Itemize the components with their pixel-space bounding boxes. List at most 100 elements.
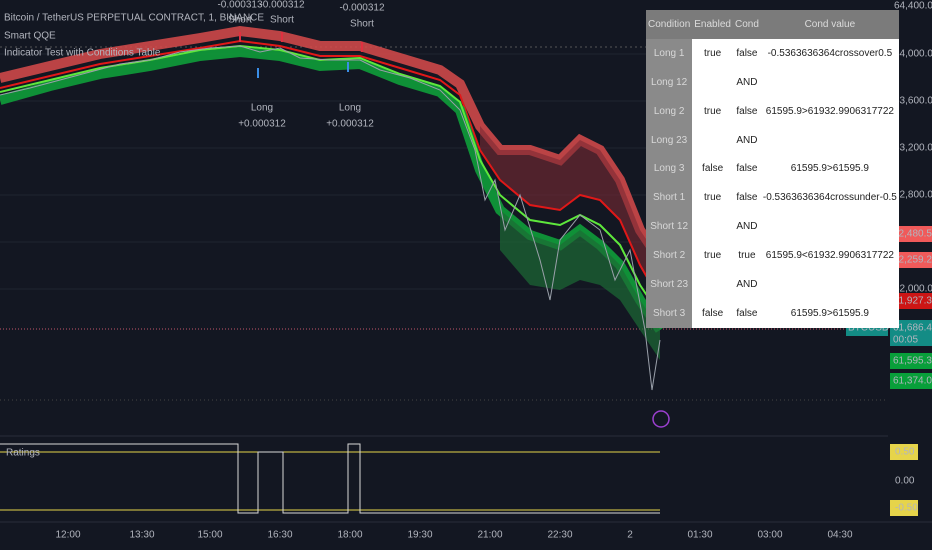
table-row: Short 12 AND: [646, 212, 899, 242]
mid-line: [0, 44, 661, 316]
lower-fill: [500, 210, 660, 360]
time-label: 18:00: [337, 530, 362, 541]
ratings-label: -0.50: [895, 503, 918, 514]
time-label: 2: [627, 530, 633, 541]
cell: Short 2: [646, 241, 693, 271]
cell: 61595.9>61932.9906317722: [760, 96, 899, 126]
cell: 61595.9<61932.9906317722: [760, 241, 899, 271]
cell: AND: [732, 270, 761, 299]
cell: true: [692, 96, 733, 126]
cell: -0.5363636364crossunder-0.5: [760, 183, 899, 213]
annotation: -0.000313: [217, 0, 262, 11]
time-label: 15:00: [197, 530, 222, 541]
time-label: 03:00: [757, 530, 782, 541]
price-tag-label: 61,595.3: [893, 356, 932, 367]
conditions-table: Condition Enabled Cond Cond value Long 1 true…: [646, 10, 899, 328]
cell: [692, 270, 733, 299]
cell: Long 1: [646, 38, 693, 68]
ratings-line: [0, 443, 660, 514]
cell: true: [692, 183, 733, 213]
cell: AND: [732, 125, 761, 155]
header-cell: Enabled: [692, 10, 733, 39]
ratings-label: 0.00: [895, 476, 915, 487]
table-header: Condition Enabled Cond Cond value: [646, 10, 899, 39]
cell: false: [732, 96, 761, 126]
table-row: Long 2 true false 61595.9>61932.9906317722: [646, 96, 899, 126]
cell: [760, 67, 899, 97]
time-label: 13:30: [129, 530, 154, 541]
cell: -0.5363636364crossover0.5: [760, 38, 899, 68]
time-label: 22:30: [547, 530, 572, 541]
time-label: 16:30: [267, 530, 292, 541]
upper-fill: [480, 126, 660, 300]
annotation: Short: [228, 15, 252, 26]
annotation: Long: [251, 103, 273, 114]
cell: [692, 125, 733, 155]
cell: true: [732, 241, 761, 271]
cell: Short 1: [646, 183, 693, 213]
price-label: 63,600.0: [894, 96, 932, 107]
indicator-name: Indicator Test with Conditions Table: [4, 48, 161, 59]
annotation: +0.000312: [238, 119, 286, 130]
table-row: Long 1 true false -0.5363636364crossover0.5: [646, 38, 899, 68]
header-cell: Cond: [732, 10, 761, 39]
ratings-label: 0.50: [895, 447, 915, 458]
annotation: -0.000312: [259, 0, 304, 11]
annotation: Short: [350, 19, 374, 30]
time-label: 12:00: [55, 530, 80, 541]
cell: [692, 212, 733, 242]
table-row: Short 2 true true 61595.9<61932.9906317722: [646, 241, 899, 271]
cell: Long 3: [646, 154, 693, 184]
cell: Long 12: [646, 67, 693, 97]
price-label: 64,000.0: [894, 49, 932, 60]
cell: Short 23: [646, 270, 693, 299]
cell: AND: [732, 212, 761, 242]
price-tag: [890, 373, 932, 389]
cell: false: [692, 154, 733, 184]
symbol-tag-label: BTCUSDT.P: [848, 323, 904, 334]
time-label: 19:30: [407, 530, 432, 541]
price-tag-label: 61,927.3: [893, 296, 932, 307]
table-row: Short 23 AND: [646, 270, 899, 299]
ratings-tag: [890, 444, 918, 460]
cell: [760, 125, 899, 155]
cell: false: [692, 298, 733, 328]
table-row: Long 12 AND: [646, 67, 899, 97]
upper-line: [0, 39, 661, 301]
table-row: Short 1 true false -0.5363636364crossunder-…: [646, 183, 899, 213]
price-tag: [890, 252, 932, 268]
header-cell: Condition: [646, 10, 693, 39]
price-tag-label: 61,374.0: [893, 376, 932, 387]
markers: [239, 32, 363, 78]
time-label: 01:30: [687, 530, 712, 541]
cell: AND: [732, 67, 761, 97]
time-label: 04:30: [827, 530, 852, 541]
table-row: Short 3 false false 61595.9>61595.9: [646, 298, 899, 328]
price-label: 64,400.0: [894, 1, 932, 12]
time-label: 21:00: [477, 530, 502, 541]
cell: [760, 212, 899, 242]
price-label: 62,800.0: [894, 190, 932, 201]
cell: [760, 270, 899, 299]
last-price: 61,686.4: [893, 323, 932, 334]
header-cell: Cond value: [760, 10, 899, 39]
cell: Long 23: [646, 125, 693, 155]
cell: Long 2: [646, 96, 693, 126]
price-tag-label: 62,480.5: [893, 229, 932, 240]
price-tag: [890, 226, 932, 242]
table-row: Long 3 false false 61595.9>61595.9: [646, 154, 899, 184]
cell: Short 3: [646, 298, 693, 328]
cell: Short 12: [646, 212, 693, 242]
price-label: 63,200.0: [894, 143, 932, 154]
cell: true: [692, 38, 733, 68]
ratings-tag: [890, 500, 918, 516]
cell: true: [692, 241, 733, 271]
countdown: 00:05: [893, 335, 918, 346]
indicator-name: Smart QQE: [4, 31, 56, 42]
price-label: 62,000.0: [894, 284, 932, 295]
cell: [692, 67, 733, 97]
flash-icon[interactable]: [652, 410, 670, 428]
annotation: +0.000312: [326, 119, 374, 130]
cell: 61595.9>61595.9: [760, 154, 899, 184]
